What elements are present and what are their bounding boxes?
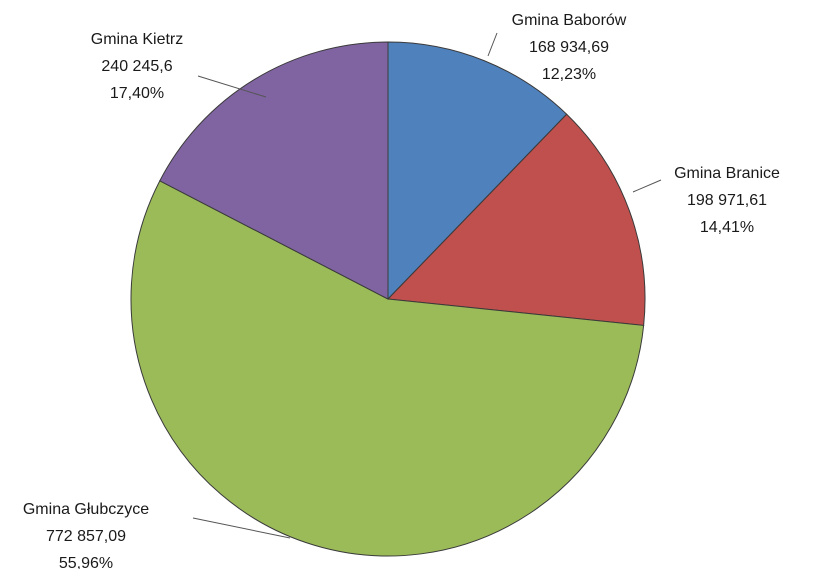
slice-percent-label-gmina-babor-w: 12,23% xyxy=(542,66,596,83)
slice-value-label-gmina-babor-w: 168 934,69 xyxy=(529,39,609,56)
slice-value-label-gmina-branice: 198 971,61 xyxy=(687,192,767,209)
slice-name-label-gmina-babor-w: Gmina Baborów xyxy=(512,12,627,29)
pie-slice-gmina-babor-w xyxy=(387,41,568,301)
pie-slice-gmina-g-ubczyce xyxy=(130,180,645,557)
data-labels-layer: Gmina Baborów 168 934,69 12,23% Gmina Brani… xyxy=(23,12,780,572)
slice-name-label-gmina-g-ubczyce: Gmina Głubczyce xyxy=(23,501,149,518)
leader-line-gmina-babor-w xyxy=(487,32,498,57)
pie-slice-gmina-branice xyxy=(386,113,646,326)
leader-line-gmina-kietrz xyxy=(197,75,267,98)
slice-name-label-gmina-kietrz: Gmina Kietrz xyxy=(91,31,183,48)
pie-slice-gmina-kietrz xyxy=(159,41,389,300)
slice-percent-label-gmina-g-ubczyce: 55,96% xyxy=(59,555,113,569)
leader-lines-layer xyxy=(192,32,662,539)
slices-layer xyxy=(130,41,646,557)
slice-percent-label-gmina-kietrz: 17,40% xyxy=(110,85,164,102)
slice-value-label-gmina-kietrz: 240 245,6 xyxy=(101,58,172,75)
slice-name-label-gmina-branice: Gmina Branice xyxy=(674,165,780,182)
slice-value-label-gmina-g-ubczyce: 772 857,09 xyxy=(46,528,126,545)
leader-line-gmina-g-ubczyce xyxy=(192,517,291,539)
slice-percent-label-gmina-branice: 14,41% xyxy=(700,219,754,236)
leader-line-gmina-branice xyxy=(632,179,662,193)
